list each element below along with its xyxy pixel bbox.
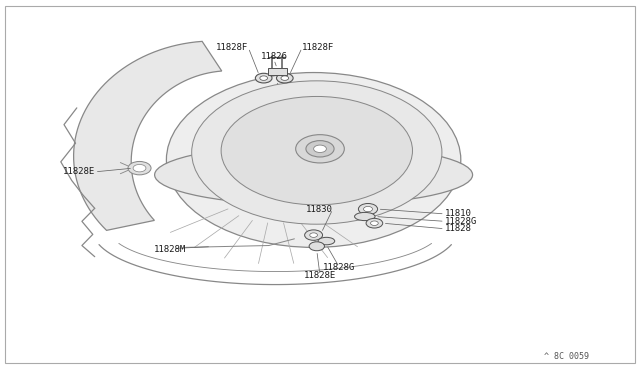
Text: 11828M: 11828M (154, 245, 186, 254)
Circle shape (309, 242, 324, 251)
Circle shape (133, 164, 146, 172)
Text: 11828G: 11828G (323, 263, 355, 272)
Circle shape (128, 161, 151, 175)
Ellipse shape (318, 237, 335, 245)
Text: ^ 8C 0059: ^ 8C 0059 (544, 352, 589, 361)
Ellipse shape (221, 96, 413, 205)
Text: 11828F: 11828F (216, 43, 248, 52)
Text: 11828G: 11828G (445, 217, 477, 226)
Text: 11828: 11828 (445, 224, 472, 233)
Circle shape (314, 145, 326, 153)
Text: 11828F: 11828F (302, 43, 334, 52)
Text: 11826: 11826 (260, 52, 287, 61)
Circle shape (358, 203, 378, 215)
Circle shape (364, 206, 372, 212)
Circle shape (255, 73, 272, 83)
Text: 11828E: 11828E (304, 271, 336, 280)
Circle shape (371, 221, 378, 225)
Ellipse shape (155, 144, 472, 205)
Circle shape (260, 76, 268, 80)
Ellipse shape (355, 212, 375, 221)
Text: 11830: 11830 (306, 205, 333, 214)
Circle shape (366, 218, 383, 228)
Circle shape (310, 233, 317, 237)
Bar (268, 68, 287, 75)
Circle shape (281, 76, 289, 80)
Ellipse shape (166, 73, 461, 247)
Polygon shape (74, 41, 221, 230)
Text: 11810: 11810 (445, 209, 472, 218)
Circle shape (305, 230, 323, 240)
Circle shape (306, 141, 334, 157)
Text: 11828E: 11828E (63, 167, 95, 176)
Ellipse shape (192, 81, 442, 224)
Circle shape (296, 135, 344, 163)
Circle shape (276, 73, 293, 83)
